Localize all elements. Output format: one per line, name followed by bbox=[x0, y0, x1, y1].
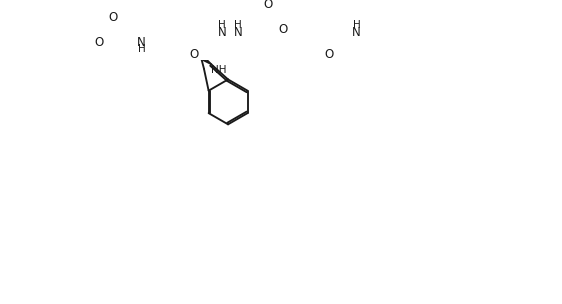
Text: H: H bbox=[218, 20, 226, 30]
Text: H: H bbox=[138, 44, 146, 54]
Text: O: O bbox=[94, 36, 103, 49]
Polygon shape bbox=[191, 52, 211, 64]
Text: O: O bbox=[108, 11, 118, 24]
Text: O: O bbox=[189, 48, 198, 61]
Text: H: H bbox=[353, 20, 361, 30]
Text: H: H bbox=[234, 20, 242, 30]
Text: N: N bbox=[217, 26, 226, 39]
Text: N: N bbox=[234, 26, 242, 39]
Text: N: N bbox=[137, 36, 146, 49]
Text: O: O bbox=[278, 23, 288, 36]
Text: O: O bbox=[263, 0, 272, 11]
Text: NH: NH bbox=[211, 64, 226, 74]
Text: N: N bbox=[352, 26, 361, 39]
Text: O: O bbox=[324, 48, 333, 61]
